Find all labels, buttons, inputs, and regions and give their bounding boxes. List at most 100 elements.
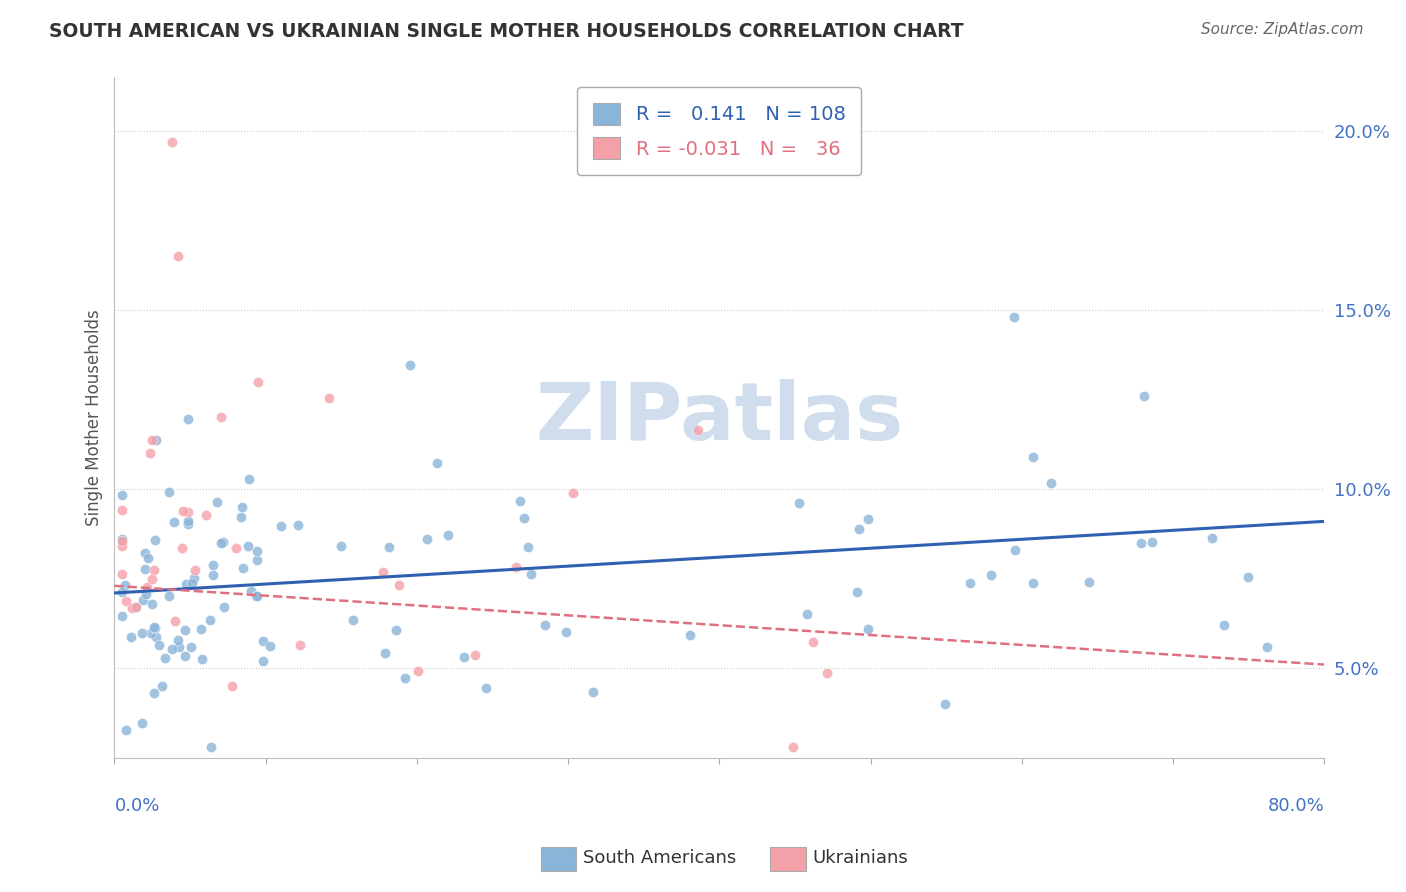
Point <box>1140 534 1163 549</box>
Point <box>329 539 352 553</box>
Point <box>270 518 292 533</box>
Point <box>198 613 221 627</box>
Point <box>177 517 200 532</box>
Point <box>399 358 422 372</box>
Point <box>1078 574 1101 589</box>
Point <box>136 550 159 565</box>
Point <box>513 510 536 524</box>
Point <box>153 651 176 665</box>
Point <box>134 562 156 576</box>
Point <box>111 567 134 582</box>
Point <box>136 580 159 594</box>
Point <box>163 516 186 530</box>
Point <box>181 575 204 590</box>
Y-axis label: Single Mother Households: Single Mother Households <box>86 310 103 526</box>
Point <box>377 540 399 554</box>
Point <box>509 494 531 508</box>
Point <box>173 623 195 637</box>
Point <box>135 587 157 601</box>
Point <box>124 599 146 614</box>
Point <box>180 640 202 654</box>
Point <box>202 568 225 582</box>
Point <box>252 654 274 668</box>
Point <box>143 621 166 635</box>
Point <box>505 560 527 574</box>
Point <box>150 679 173 693</box>
Point <box>111 532 134 546</box>
Point <box>131 716 153 731</box>
Point <box>207 495 229 509</box>
Point <box>374 646 396 660</box>
Point <box>1256 640 1278 654</box>
Point <box>115 723 138 737</box>
Point <box>211 535 233 549</box>
Point <box>239 584 262 599</box>
Point <box>1237 570 1260 584</box>
Point <box>245 544 267 558</box>
Point <box>464 648 486 662</box>
Point <box>934 697 956 711</box>
Point <box>111 609 134 624</box>
Point <box>342 613 364 627</box>
Point <box>406 664 429 678</box>
Point <box>121 601 143 615</box>
Point <box>562 485 585 500</box>
Point <box>131 593 153 607</box>
Point <box>145 433 167 447</box>
Point <box>115 594 138 608</box>
Point <box>238 472 260 486</box>
Point <box>202 558 225 572</box>
Point <box>1213 617 1236 632</box>
Point <box>287 518 309 533</box>
Point <box>980 568 1002 582</box>
Point <box>1039 475 1062 490</box>
Point <box>1002 310 1025 325</box>
Point <box>688 423 710 437</box>
Point <box>388 578 411 592</box>
Point <box>475 681 498 695</box>
Text: 0.0%: 0.0% <box>114 797 160 814</box>
Point <box>231 500 253 514</box>
Point <box>225 541 247 555</box>
Point <box>385 623 408 637</box>
Point <box>394 671 416 685</box>
Point <box>1132 389 1154 403</box>
Point <box>195 508 218 523</box>
Point <box>371 565 394 579</box>
Point <box>318 392 340 406</box>
Point <box>163 614 186 628</box>
Point <box>166 633 188 648</box>
Point <box>288 638 311 652</box>
Point <box>845 584 868 599</box>
Point <box>157 589 180 603</box>
Point <box>111 585 134 599</box>
Point <box>142 685 165 699</box>
Point <box>1021 575 1043 590</box>
Point <box>1201 531 1223 545</box>
Point <box>173 649 195 664</box>
Point <box>141 597 163 611</box>
Point <box>160 135 183 149</box>
Point <box>139 625 162 640</box>
Point <box>858 512 880 526</box>
Text: ZIPatlas: ZIPatlas <box>536 378 904 457</box>
Point <box>190 622 212 636</box>
Point <box>160 641 183 656</box>
Point <box>782 739 804 754</box>
Point <box>157 485 180 500</box>
Point <box>534 617 557 632</box>
Point <box>143 533 166 547</box>
Point <box>1022 450 1045 464</box>
Point <box>259 640 281 654</box>
Legend: R =   0.141   N = 108, R = -0.031   N =   36: R = 0.141 N = 108, R = -0.031 N = 36 <box>578 87 862 175</box>
Point <box>246 553 269 567</box>
Point <box>232 560 254 574</box>
Point <box>801 635 824 649</box>
Point <box>959 575 981 590</box>
Point <box>436 528 458 542</box>
Text: 80.0%: 80.0% <box>1268 797 1324 814</box>
Point <box>177 411 200 425</box>
Point <box>1004 542 1026 557</box>
Point <box>245 590 267 604</box>
Point <box>1129 536 1152 550</box>
